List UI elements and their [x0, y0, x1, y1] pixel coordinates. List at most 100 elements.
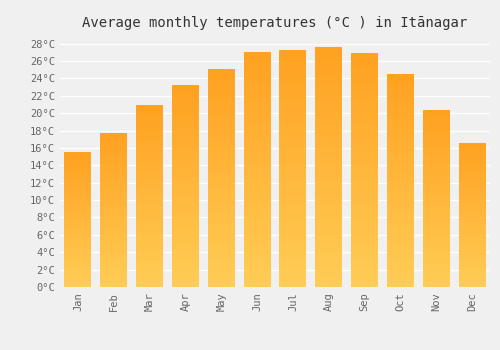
Bar: [280, 187, 306, 192]
Bar: [136, 232, 163, 236]
Bar: [280, 78, 306, 83]
Bar: [208, 152, 234, 156]
Bar: [387, 151, 414, 155]
Bar: [316, 181, 342, 186]
Bar: [208, 222, 234, 226]
Bar: [244, 212, 270, 216]
Bar: [351, 236, 378, 240]
Bar: [387, 210, 414, 215]
Bar: [208, 257, 234, 261]
Bar: [458, 148, 485, 152]
Bar: [100, 281, 127, 284]
Bar: [423, 117, 450, 120]
Bar: [64, 225, 92, 228]
Bar: [351, 184, 378, 189]
Bar: [351, 156, 378, 161]
Bar: [423, 131, 450, 134]
Bar: [136, 280, 163, 284]
Bar: [244, 127, 270, 132]
Bar: [208, 117, 234, 121]
Bar: [100, 148, 127, 152]
Bar: [64, 187, 92, 190]
Bar: [244, 122, 270, 127]
Bar: [208, 174, 234, 178]
Bar: [387, 261, 414, 266]
Bar: [351, 212, 378, 217]
Bar: [208, 182, 234, 187]
Bar: [100, 170, 127, 173]
Bar: [280, 183, 306, 187]
Bar: [423, 223, 450, 227]
Bar: [280, 83, 306, 88]
Bar: [387, 274, 414, 279]
Bar: [208, 200, 234, 204]
Bar: [458, 229, 485, 232]
Bar: [208, 243, 234, 248]
Bar: [423, 120, 450, 124]
Bar: [423, 152, 450, 156]
Bar: [351, 67, 378, 72]
Bar: [136, 123, 163, 126]
Bar: [387, 147, 414, 151]
Bar: [64, 255, 92, 257]
Bar: [423, 280, 450, 284]
Bar: [316, 282, 342, 287]
Bar: [64, 238, 92, 241]
Bar: [172, 283, 199, 287]
Bar: [316, 215, 342, 220]
Bar: [316, 186, 342, 191]
Bar: [208, 169, 234, 174]
Bar: [64, 217, 92, 220]
Bar: [458, 206, 485, 209]
Bar: [208, 191, 234, 195]
Bar: [136, 185, 163, 188]
Bar: [136, 276, 163, 280]
Bar: [100, 213, 127, 216]
Bar: [458, 143, 485, 146]
Bar: [136, 229, 163, 232]
Bar: [387, 189, 414, 193]
Bar: [423, 127, 450, 131]
Bar: [136, 108, 163, 112]
Bar: [387, 125, 414, 130]
Bar: [387, 202, 414, 206]
Bar: [351, 119, 378, 123]
Bar: [351, 142, 378, 147]
Bar: [208, 248, 234, 252]
Bar: [172, 118, 199, 122]
Bar: [423, 220, 450, 223]
Bar: [208, 239, 234, 243]
Bar: [423, 156, 450, 159]
Bar: [244, 188, 270, 193]
Bar: [458, 258, 485, 261]
Bar: [100, 201, 127, 204]
Bar: [244, 264, 270, 268]
Bar: [172, 146, 199, 150]
Bar: [351, 208, 378, 212]
Bar: [351, 152, 378, 156]
Bar: [208, 226, 234, 230]
Bar: [423, 234, 450, 237]
Bar: [136, 137, 163, 141]
Bar: [387, 185, 414, 189]
Bar: [244, 226, 270, 231]
Bar: [280, 55, 306, 59]
Bar: [351, 133, 378, 138]
Bar: [64, 182, 92, 185]
Bar: [280, 111, 306, 116]
Bar: [458, 201, 485, 203]
Bar: [423, 145, 450, 149]
Bar: [280, 168, 306, 173]
Bar: [316, 196, 342, 201]
Bar: [208, 252, 234, 257]
Bar: [208, 230, 234, 235]
Bar: [244, 84, 270, 89]
Bar: [244, 141, 270, 146]
Bar: [100, 195, 127, 198]
Bar: [136, 199, 163, 203]
Bar: [64, 176, 92, 179]
Bar: [136, 243, 163, 247]
Bar: [100, 198, 127, 201]
Bar: [458, 160, 485, 163]
Bar: [387, 142, 414, 147]
